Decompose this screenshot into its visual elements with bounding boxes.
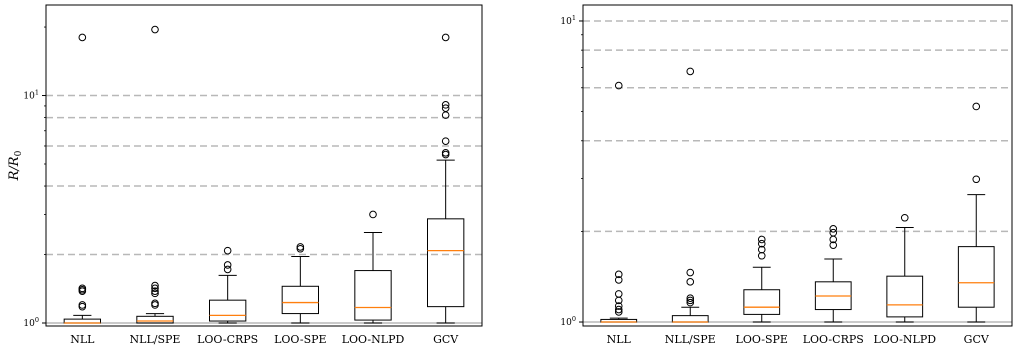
box-iqr — [887, 276, 923, 317]
x-tick-label: LOO-CRPS — [803, 333, 864, 346]
y-tick-label: 101 — [560, 14, 576, 27]
outlier-point — [615, 291, 622, 298]
box-iqr — [137, 316, 173, 323]
y-tick-label: 100 — [560, 315, 576, 328]
outlier-point — [224, 262, 231, 269]
box-iqr — [744, 290, 780, 315]
box-nll-spe — [672, 68, 708, 322]
x-tick-label: NLL/SPE — [130, 333, 181, 346]
outlier-point — [370, 211, 377, 218]
box-loo-spe — [744, 236, 780, 322]
y-axis-label: R/R0 — [7, 150, 24, 181]
x-tick-label: LOO-NLPD — [342, 333, 405, 346]
outlier-point — [758, 236, 765, 243]
box-nll-spe — [137, 26, 173, 323]
outlier-point — [830, 226, 837, 233]
box-iqr — [355, 271, 391, 321]
x-tick-label: LOO-SPE — [274, 333, 326, 346]
box-nll — [64, 34, 100, 323]
box-nll — [601, 82, 637, 322]
y-tick-label: 100 — [23, 316, 39, 329]
box-iqr — [958, 247, 994, 308]
x-tick-label: GCV — [433, 333, 459, 346]
outlier-point — [973, 176, 980, 183]
y-tick-label: 101 — [23, 89, 39, 102]
outlier-point — [687, 279, 694, 286]
outlier-point — [687, 68, 694, 75]
outlier-point — [758, 252, 765, 259]
box-iqr — [428, 219, 464, 307]
x-tick-label: NLL — [607, 333, 632, 346]
box-gcv — [958, 103, 994, 322]
right-boxplot-panel: NLL NLL/SPE LOO-SPE LOO-CRPS LOO-NLPD GCV 100 1… — [560, 5, 1012, 346]
outlier-point — [973, 103, 980, 110]
box-loo-crps — [210, 247, 246, 323]
box-loo-nlpd — [355, 211, 391, 323]
left-boxplot-panel: NLL NLL/SPE LOO-CRPS LOO-SPE LOO-NLPD GCV 100 1… — [7, 5, 482, 346]
outlier-point — [442, 34, 449, 41]
x-tick-label: GCV — [964, 333, 990, 346]
outlier-point — [442, 138, 449, 145]
outlier-point — [152, 26, 159, 33]
box-iqr — [672, 316, 708, 322]
x-tick-label: LOO-NLPD — [873, 333, 936, 346]
box-iqr — [210, 300, 246, 321]
axes-frame — [46, 5, 482, 326]
x-tick-label: LOO-CRPS — [197, 333, 258, 346]
box-loo-nlpd — [887, 214, 923, 322]
outlier-point — [901, 214, 908, 221]
outlier-point — [687, 269, 694, 276]
box-loo-spe — [282, 244, 318, 323]
x-tick-label: LOO-SPE — [736, 333, 788, 346]
x-tick-label: NLL — [70, 333, 95, 346]
box-gcv — [428, 34, 464, 323]
axes-frame — [583, 5, 1012, 326]
outlier-point — [79, 34, 86, 41]
x-tick-label: NLL/SPE — [665, 333, 716, 346]
box-loo-crps — [815, 226, 851, 323]
outlier-point — [224, 247, 231, 254]
box-iqr — [282, 286, 318, 313]
